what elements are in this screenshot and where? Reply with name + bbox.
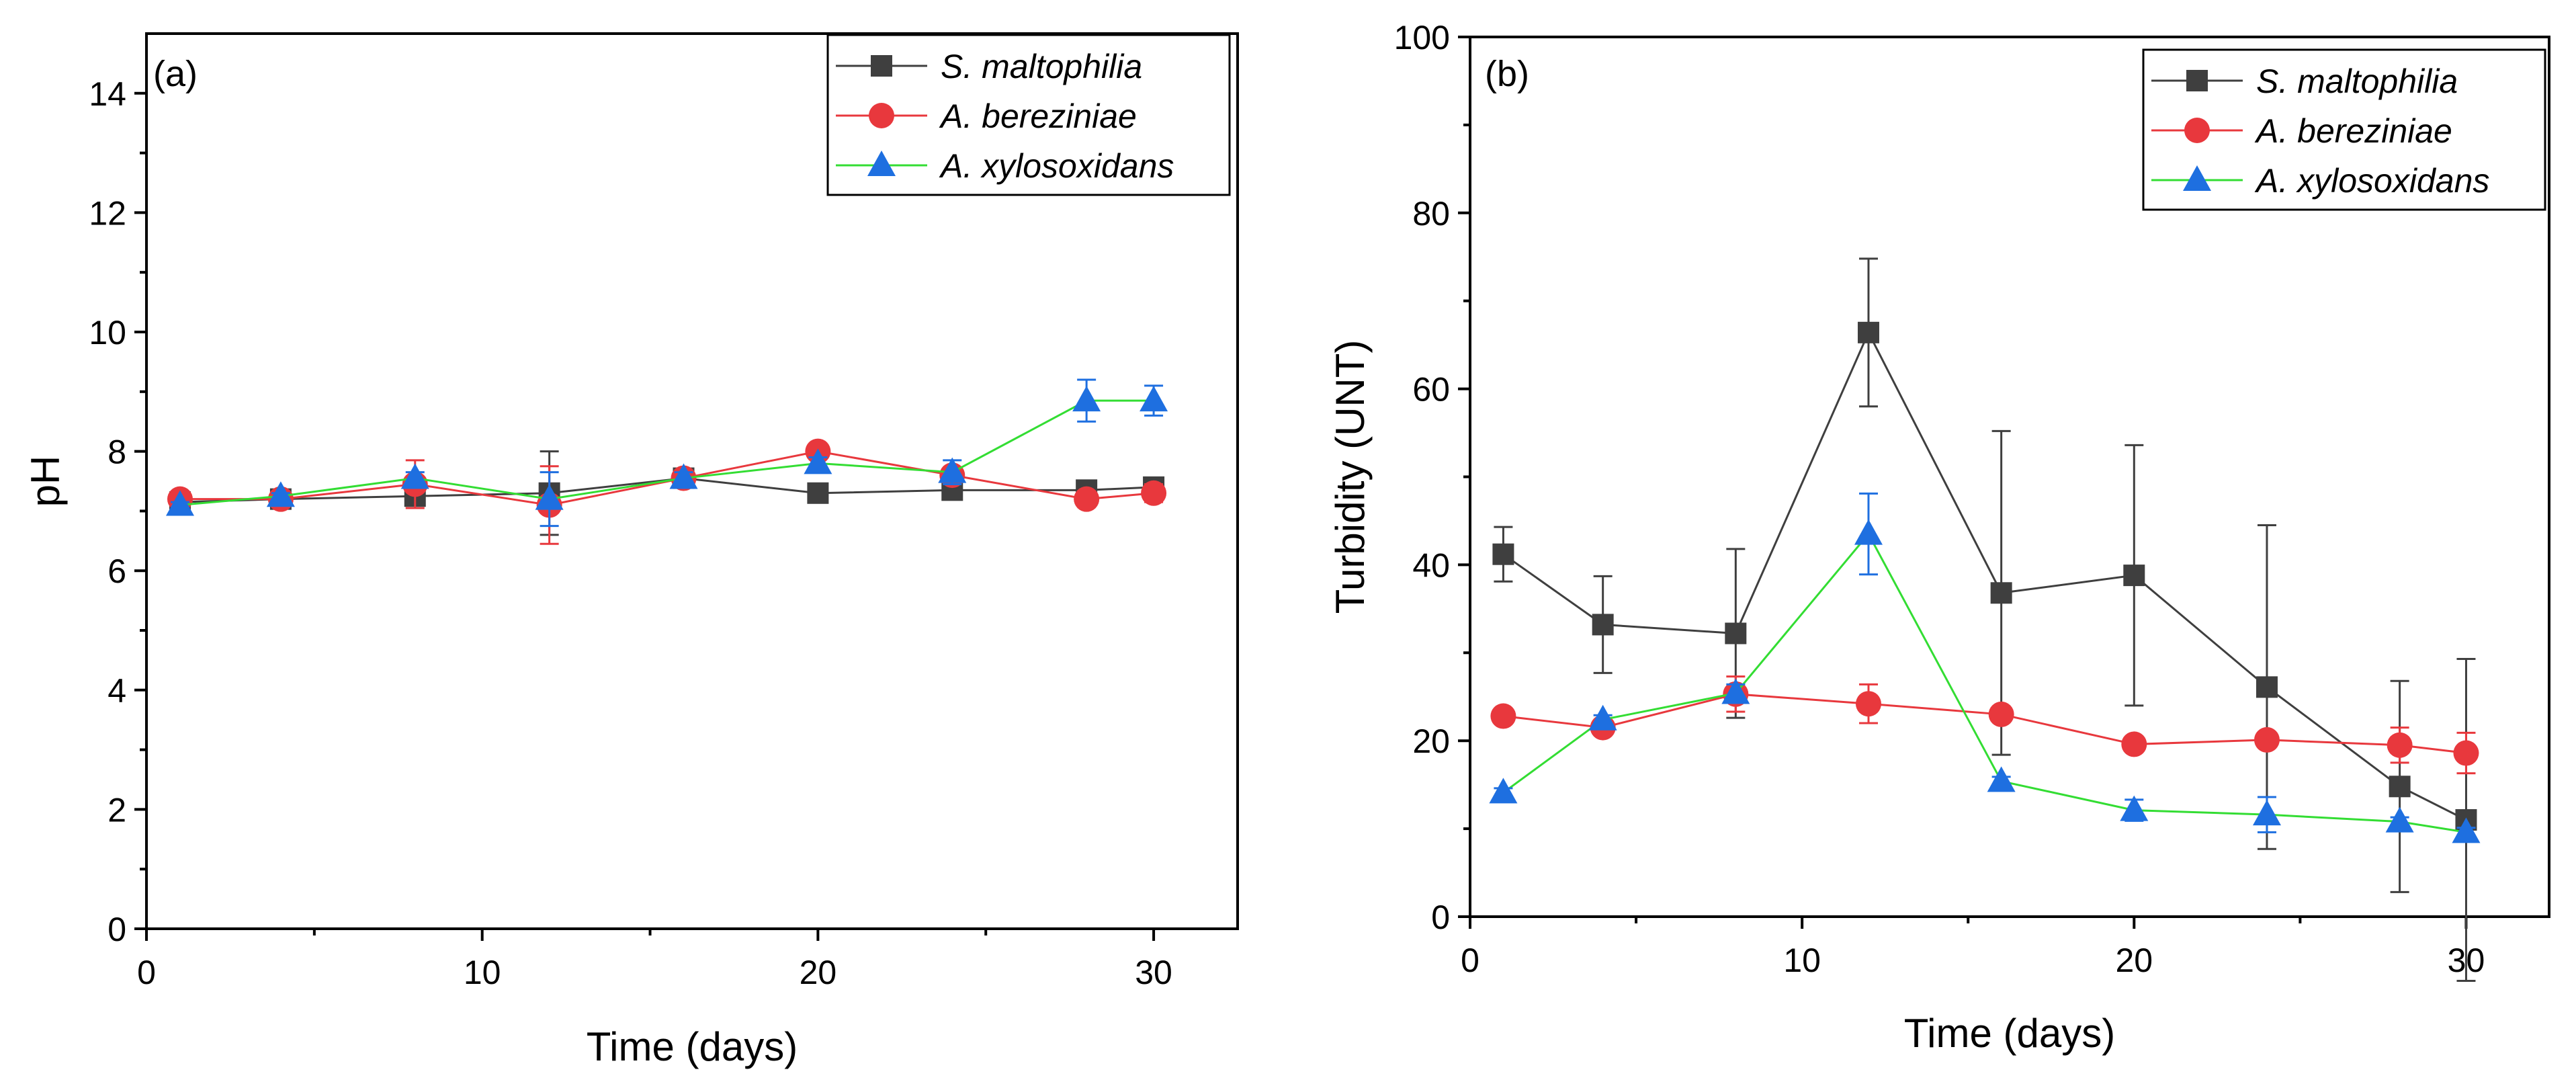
legend-label: S. maltophilia — [2256, 63, 2458, 100]
data-point — [2252, 800, 2281, 826]
data-point — [2452, 817, 2481, 843]
series-line — [1502, 330, 2467, 821]
data-point — [2387, 732, 2413, 758]
legend: S. maltophilia A. bereziniae A. xylosoxida… — [826, 34, 1231, 196]
data-point — [2385, 806, 2414, 833]
data-point — [938, 457, 967, 483]
data-point — [165, 490, 194, 516]
x-tick-label: 0 — [1461, 942, 1479, 979]
data-point — [1988, 701, 2014, 727]
legend-label: A. xylosoxidans — [2254, 162, 2489, 200]
data-point — [400, 463, 429, 489]
series-line — [1503, 693, 2466, 755]
series-line — [1502, 532, 2466, 833]
series-a-xylosoxidans — [165, 378, 1168, 528]
data-point — [1854, 519, 1883, 545]
data-point — [266, 481, 295, 507]
data-point — [1141, 480, 1167, 506]
legend: S. maltophilia A. bereziniae A. xylosoxida… — [2142, 48, 2546, 211]
data-point — [1489, 778, 1518, 804]
data-point — [1855, 691, 1881, 717]
data-point — [1592, 614, 1614, 636]
legend-marker — [2186, 70, 2208, 91]
y-tick-label: 60 — [1412, 371, 1450, 409]
data-point — [1987, 766, 2016, 792]
data-point — [1725, 622, 1747, 644]
y-tick-label: 100 — [1394, 19, 1450, 56]
y-tick-label: 10 — [89, 314, 126, 351]
legend-label: A. bereziniae — [2254, 112, 2452, 150]
data-point — [2389, 776, 2411, 798]
y-tick-label: 6 — [108, 552, 126, 590]
data-point — [1588, 704, 1617, 731]
y-axis-title: pH — [23, 456, 68, 507]
data-point — [1140, 386, 1168, 412]
x-tick-label: 20 — [2115, 942, 2153, 979]
legend-label: A. xylosoxidans — [939, 147, 1174, 185]
data-point — [1490, 703, 1516, 729]
y-tick-label: 2 — [108, 791, 126, 829]
y-tick-label: 40 — [1412, 546, 1450, 584]
data-point — [1721, 678, 1750, 704]
series-s-maltophilia — [1492, 257, 2477, 983]
series-line — [179, 450, 1154, 507]
data-point — [2453, 740, 2479, 766]
x-tick-label: 10 — [1783, 942, 1821, 979]
plot-frame — [145, 32, 1239, 930]
data-point — [1072, 386, 1101, 412]
y-tick-label: 0 — [108, 911, 126, 948]
legend-marker — [2183, 165, 2211, 191]
y-tick-label: 4 — [108, 672, 126, 710]
data-point — [2121, 731, 2147, 757]
data-point — [1990, 582, 2012, 604]
series-a-bereziniae — [1490, 675, 2479, 775]
legend-label: A. bereziniae — [939, 97, 1137, 135]
data-point — [669, 463, 698, 489]
data-point — [1492, 543, 1514, 565]
x-tick-label: 20 — [800, 954, 837, 991]
x-axis-title: Time (days) — [587, 1024, 798, 1069]
legend-label: S. maltophilia — [941, 48, 1142, 85]
y-tick-label: 8 — [108, 433, 126, 471]
panel-a-ph-chart: 0 10 20 30 0 2 4 6 8 10 12 14 Time (days) pH (a) S. mal… — [23, 32, 1239, 1069]
data-point — [2123, 565, 2145, 587]
data-point — [2256, 676, 2278, 698]
series-s-maltophilia — [169, 450, 1165, 536]
data-point — [1857, 321, 1879, 343]
y-tick-label: 20 — [1412, 722, 1450, 760]
legend-marker — [871, 55, 892, 77]
data-point — [2120, 795, 2149, 821]
y-tick-label: 80 — [1412, 195, 1450, 233]
data-point — [2253, 726, 2280, 753]
data-point — [1074, 486, 1100, 512]
legend-marker — [869, 103, 894, 128]
data-point — [807, 482, 829, 504]
panel-label: (b) — [1485, 54, 1529, 94]
y-axis-title: Turbidity (UNT) — [1328, 340, 1373, 614]
panel-label: (a) — [153, 54, 198, 94]
y-tick-label: 14 — [89, 75, 126, 113]
x-tick-label: 10 — [464, 954, 501, 991]
x-tick-label: 0 — [137, 954, 156, 991]
data-point — [535, 484, 564, 510]
series-a-xylosoxidans — [1489, 492, 2481, 843]
x-axis-title: Time (days) — [1904, 1011, 2115, 1056]
y-tick-label: 0 — [1431, 899, 1450, 936]
legend-marker — [867, 151, 896, 176]
y-tick-label: 12 — [89, 194, 126, 232]
legend-marker — [2184, 118, 2210, 143]
x-tick-label: 30 — [1135, 954, 1172, 991]
data-point — [804, 448, 832, 474]
